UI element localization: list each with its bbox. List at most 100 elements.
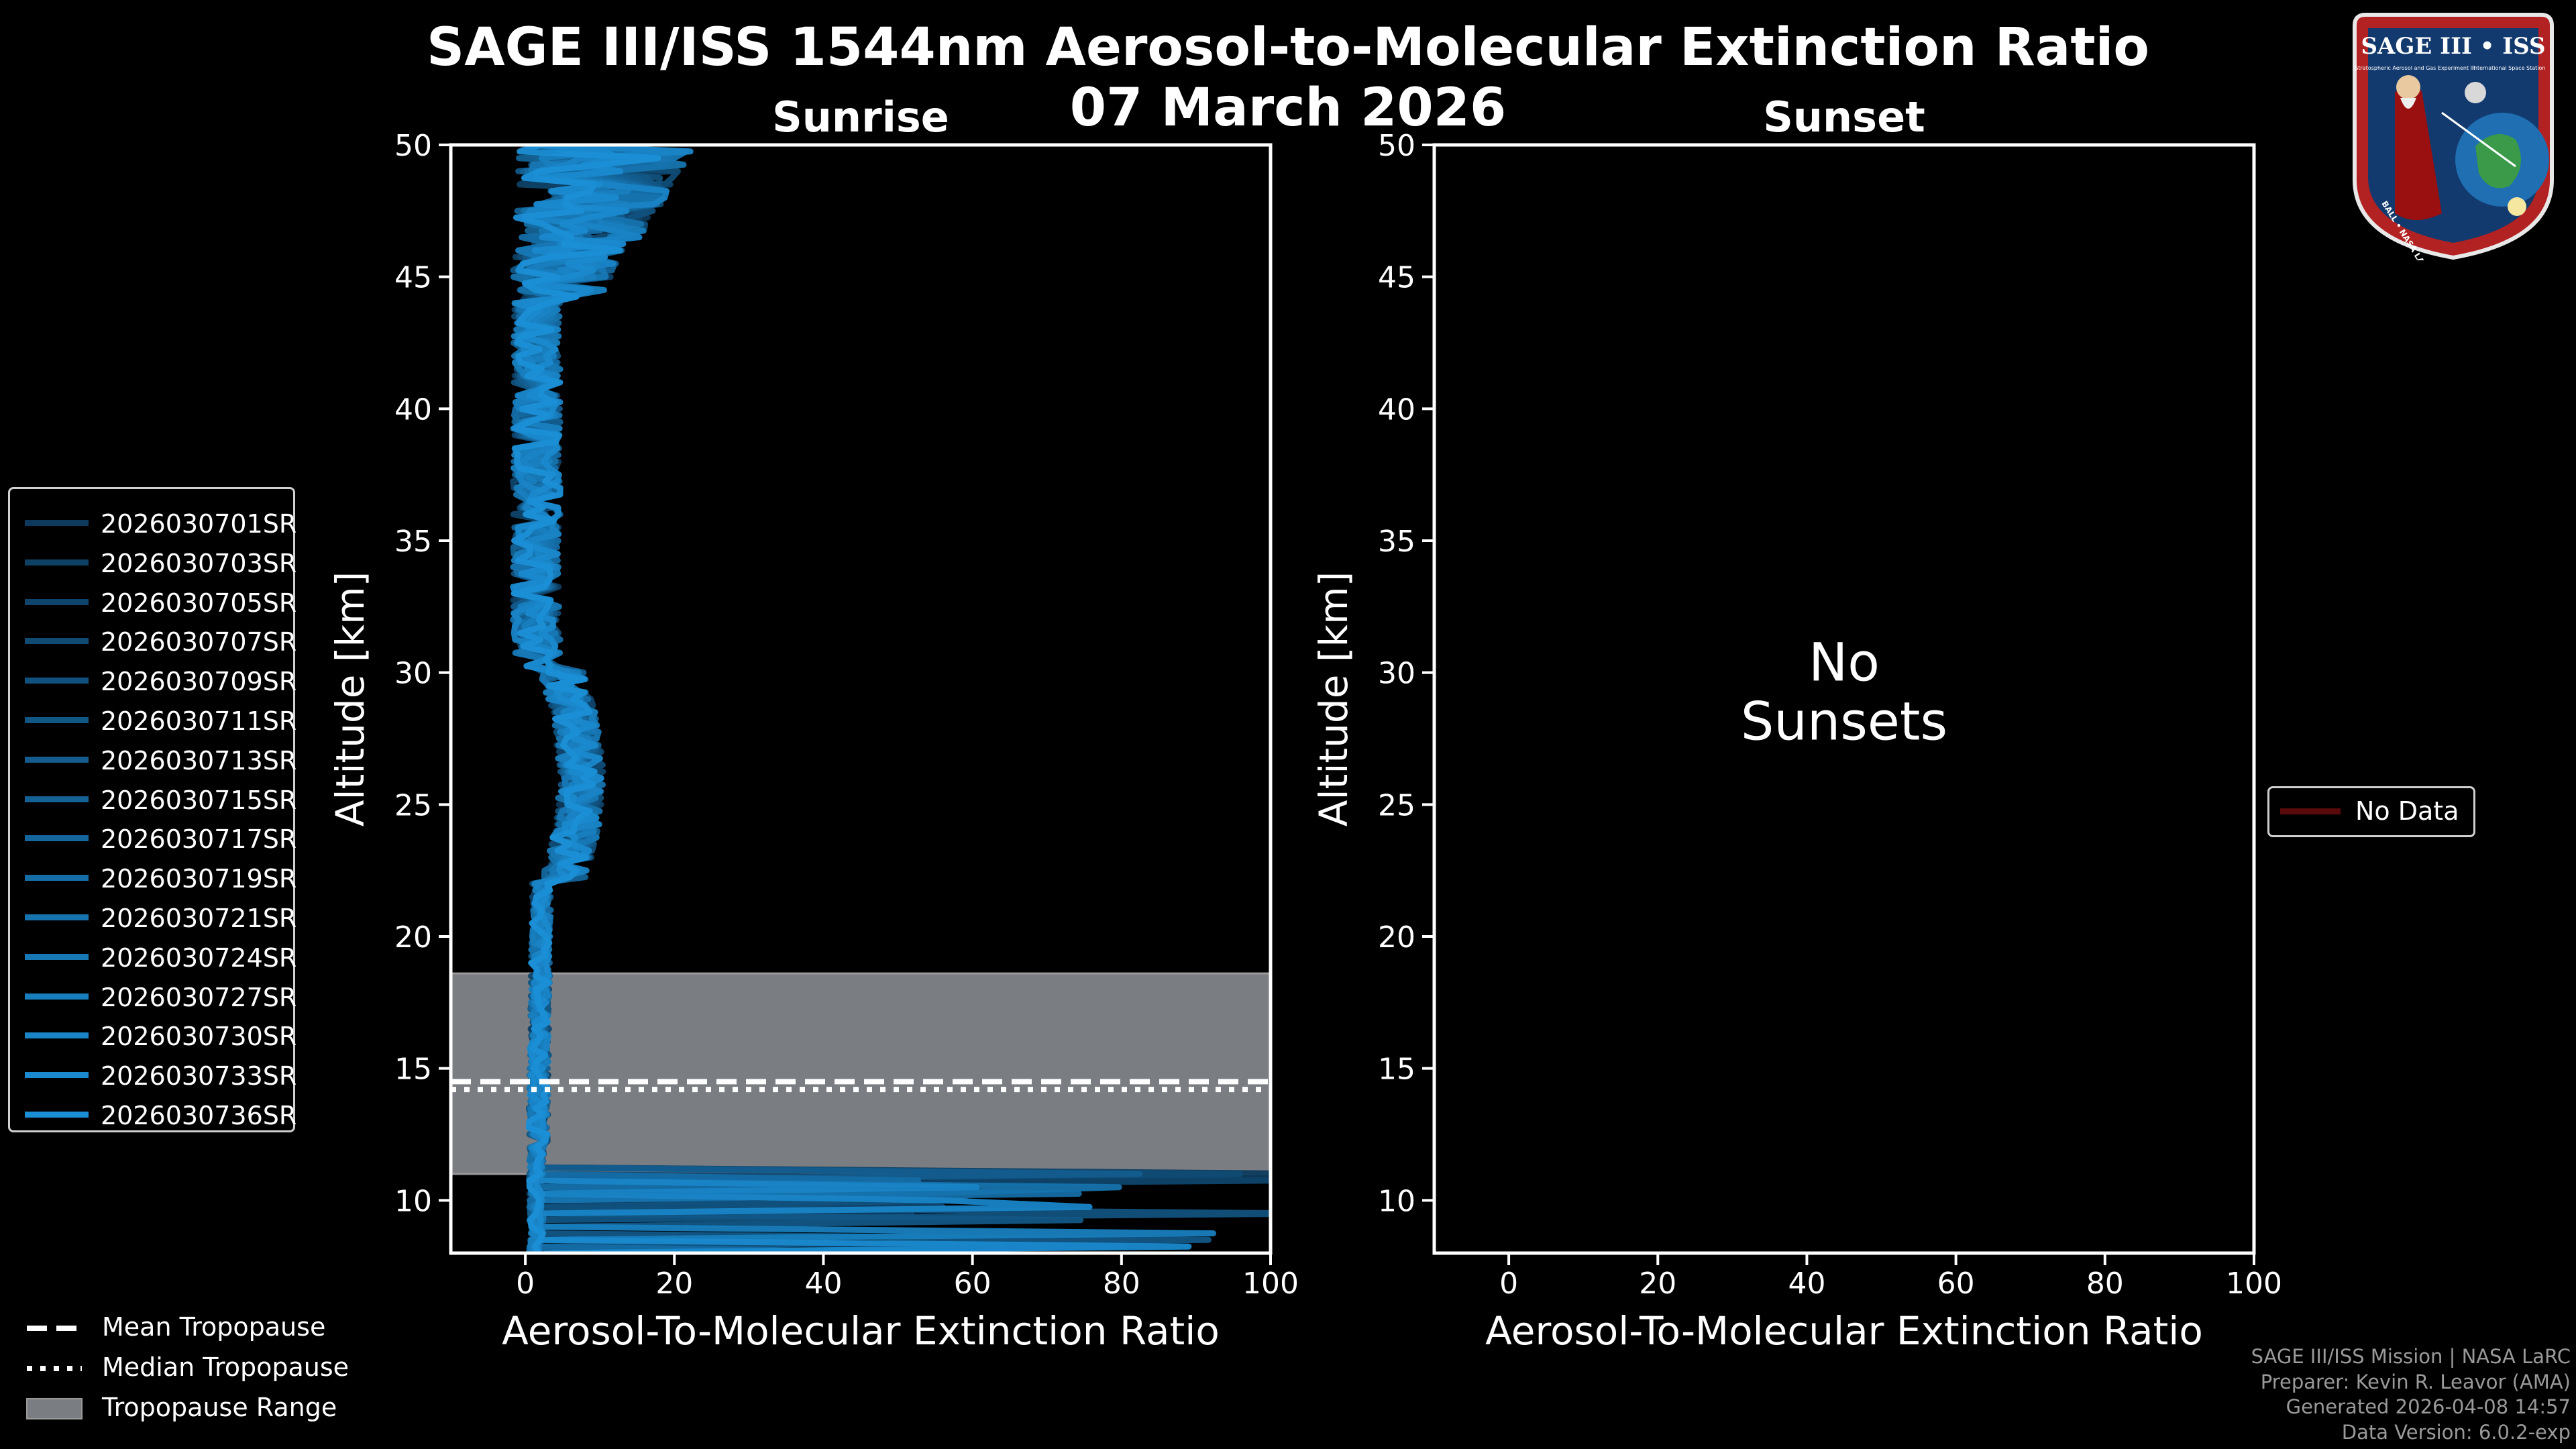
legend-swatch bbox=[25, 717, 89, 723]
legend-item-2026030724SR: 2026030724SR bbox=[10, 938, 297, 975]
legend-label: 2026030727SR bbox=[101, 982, 297, 1012]
x-tick-label: 20 bbox=[655, 1267, 693, 1301]
sunset-plot-area bbox=[1434, 145, 2254, 1253]
no-data-legend-label: No Data bbox=[2355, 796, 2459, 826]
legend-swatch bbox=[25, 953, 89, 960]
legend-label: 2026030713SR bbox=[101, 745, 297, 775]
x-tick-label: 80 bbox=[2086, 1267, 2124, 1301]
legend-swatch bbox=[25, 678, 89, 684]
tropopause-range-label: Tropopause Range bbox=[102, 1393, 337, 1422]
legend-label: 2026030709SR bbox=[101, 667, 297, 697]
legend-swatch bbox=[25, 1112, 89, 1118]
legend-item-2026030719SR: 2026030719SR bbox=[10, 859, 297, 896]
x-tick-label: 80 bbox=[1103, 1267, 1140, 1301]
sunrise-profiles bbox=[510, 145, 1271, 1253]
y-tick-label: 25 bbox=[394, 788, 432, 822]
legend-swatch bbox=[25, 914, 89, 920]
legend-label: 2026030707SR bbox=[101, 627, 297, 657]
y-tick-label: 15 bbox=[1378, 1053, 1415, 1087]
legend-item-2026030730SR: 2026030730SR bbox=[10, 1016, 297, 1054]
legend-swatch bbox=[25, 1032, 89, 1039]
legend-swatch bbox=[25, 1072, 89, 1079]
legend-label: 2026030730SR bbox=[101, 1022, 297, 1052]
figure-title: SAGE III/ISS 1544nm Aerosol-to-Molecular… bbox=[427, 17, 2149, 78]
credits: SAGE III/ISS Mission | NASA LaRC Prepare… bbox=[2251, 1344, 2571, 1446]
y-tick-label: 25 bbox=[1378, 788, 1415, 822]
legend-label: 2026030715SR bbox=[101, 785, 297, 815]
y-tick-label: 35 bbox=[394, 525, 432, 559]
y-tick-label: 30 bbox=[394, 657, 432, 691]
legend-label: 2026030721SR bbox=[101, 904, 297, 933]
legend-item-2026030715SR: 2026030715SR bbox=[10, 780, 297, 818]
tropopause-range-band bbox=[449, 972, 1272, 1175]
sunset-x-axis-label: Aerosol-To-Molecular Extinction Ratio bbox=[1485, 1308, 2203, 1354]
sunrise-axes-frame bbox=[449, 143, 1273, 1255]
x-tick-label: 20 bbox=[1639, 1267, 1676, 1301]
legend-swatch bbox=[25, 875, 89, 881]
x-tick-label: 40 bbox=[804, 1267, 842, 1301]
y-tick-label: 40 bbox=[1378, 392, 1415, 427]
legend-item-2026030705SR: 2026030705SR bbox=[10, 583, 297, 621]
legend-item-2026030733SR: 2026030733SR bbox=[10, 1056, 297, 1093]
y-tick-label: 20 bbox=[394, 920, 432, 955]
x-tick-label: 100 bbox=[1242, 1267, 1299, 1301]
sunset-legend: No Data bbox=[2267, 786, 2475, 837]
tropopause-legend-swatches bbox=[26, 1326, 83, 1419]
legend-swatch bbox=[25, 835, 89, 842]
tropopause-range-swatch bbox=[26, 1398, 83, 1419]
legend-label: 2026030705SR bbox=[101, 588, 297, 618]
legend-label: 2026030711SR bbox=[101, 706, 297, 736]
sage-iss-mission-logo: SAGE III • ISS Stratospheric Aerosol and… bbox=[2353, 13, 2554, 260]
x-tick-label: 60 bbox=[1937, 1267, 1975, 1301]
x-tick-label: 40 bbox=[1788, 1267, 1825, 1301]
logo-small-left: Stratospheric Aerosol and Gas Experiment… bbox=[2355, 65, 2475, 71]
legend-item-2026030709SR: 2026030709SR bbox=[10, 661, 297, 699]
legend-item-2026030703SR: 2026030703SR bbox=[10, 543, 297, 581]
x-tick-label: 60 bbox=[954, 1267, 991, 1301]
legend-label: 2026030701SR bbox=[101, 509, 297, 539]
figure-date: 07 March 2026 bbox=[1069, 78, 1507, 138]
no-data-legend-swatch bbox=[2280, 808, 2341, 814]
legend-item-2026030736SR: 2026030736SR bbox=[10, 1095, 297, 1133]
y-tick-label: 45 bbox=[394, 261, 432, 295]
y-tick-label: 45 bbox=[1378, 261, 1415, 295]
median-tropopause-label: Median Tropopause bbox=[102, 1352, 349, 1382]
y-tick-label: 50 bbox=[394, 129, 432, 163]
sunset-title: Sunset bbox=[1763, 93, 1925, 142]
sunrise-panel: 0 20 40 60 80 100 10 15 20 25 30 35 40 45 50 Aerosol-To… bbox=[327, 129, 1299, 1354]
no-sunsets-text-line2: Sunsets bbox=[1741, 692, 1947, 753]
legend-swatch bbox=[25, 756, 89, 763]
legend-label: 2026030703SR bbox=[101, 548, 297, 578]
sunrise-legend: 2026030701SR 2026030703SR 2026030705SR 2026… bbox=[8, 487, 297, 1133]
sunset-y-axis-label: Altitude [km] bbox=[1311, 572, 1356, 826]
legend-item-2026030713SR: 2026030713SR bbox=[10, 741, 297, 778]
credit-mission: SAGE III/ISS Mission | NASA LaRC bbox=[2251, 1345, 2571, 1368]
x-tick-label: 0 bbox=[1499, 1267, 1518, 1301]
profile-line-2026030736SR bbox=[511, 145, 661, 1253]
legend-item-2026030707SR: 2026030707SR bbox=[10, 622, 297, 659]
legend-swatch bbox=[25, 993, 89, 1000]
legend-label: 2026030736SR bbox=[101, 1101, 297, 1130]
legend-label: 2026030717SR bbox=[101, 824, 297, 855]
legend-item-2026030727SR: 2026030727SR bbox=[10, 977, 297, 1015]
legend-item-2026030711SR: 2026030711SR bbox=[10, 701, 297, 739]
sunrise-y-axis-label: Altitude [km] bbox=[327, 572, 373, 826]
y-tick-label: 10 bbox=[1378, 1184, 1415, 1218]
legend-swatch bbox=[25, 559, 89, 566]
y-tick-label: 10 bbox=[394, 1184, 432, 1218]
y-tick-label: 30 bbox=[1378, 657, 1415, 691]
legend-label: 2026030724SR bbox=[101, 943, 297, 973]
y-tick-label: 40 bbox=[394, 392, 432, 427]
no-sunsets-text-line1: No bbox=[1809, 633, 1880, 694]
sunrise-x-axis-label: Aerosol-To-Molecular Extinction Ratio bbox=[502, 1308, 1220, 1354]
credit-preparer: Preparer: Kevin R. Leavor (AMA) bbox=[2260, 1370, 2571, 1393]
legend-swatch bbox=[25, 638, 89, 645]
mean-tropopause-label: Mean Tropopause bbox=[102, 1312, 326, 1342]
legend-label: 2026030733SR bbox=[101, 1061, 297, 1091]
legend-label: 2026030719SR bbox=[101, 864, 297, 894]
y-tick-label: 15 bbox=[394, 1053, 432, 1087]
y-tick-label: 35 bbox=[1378, 525, 1415, 559]
profile-line-2026030733SR bbox=[510, 145, 1192, 1253]
